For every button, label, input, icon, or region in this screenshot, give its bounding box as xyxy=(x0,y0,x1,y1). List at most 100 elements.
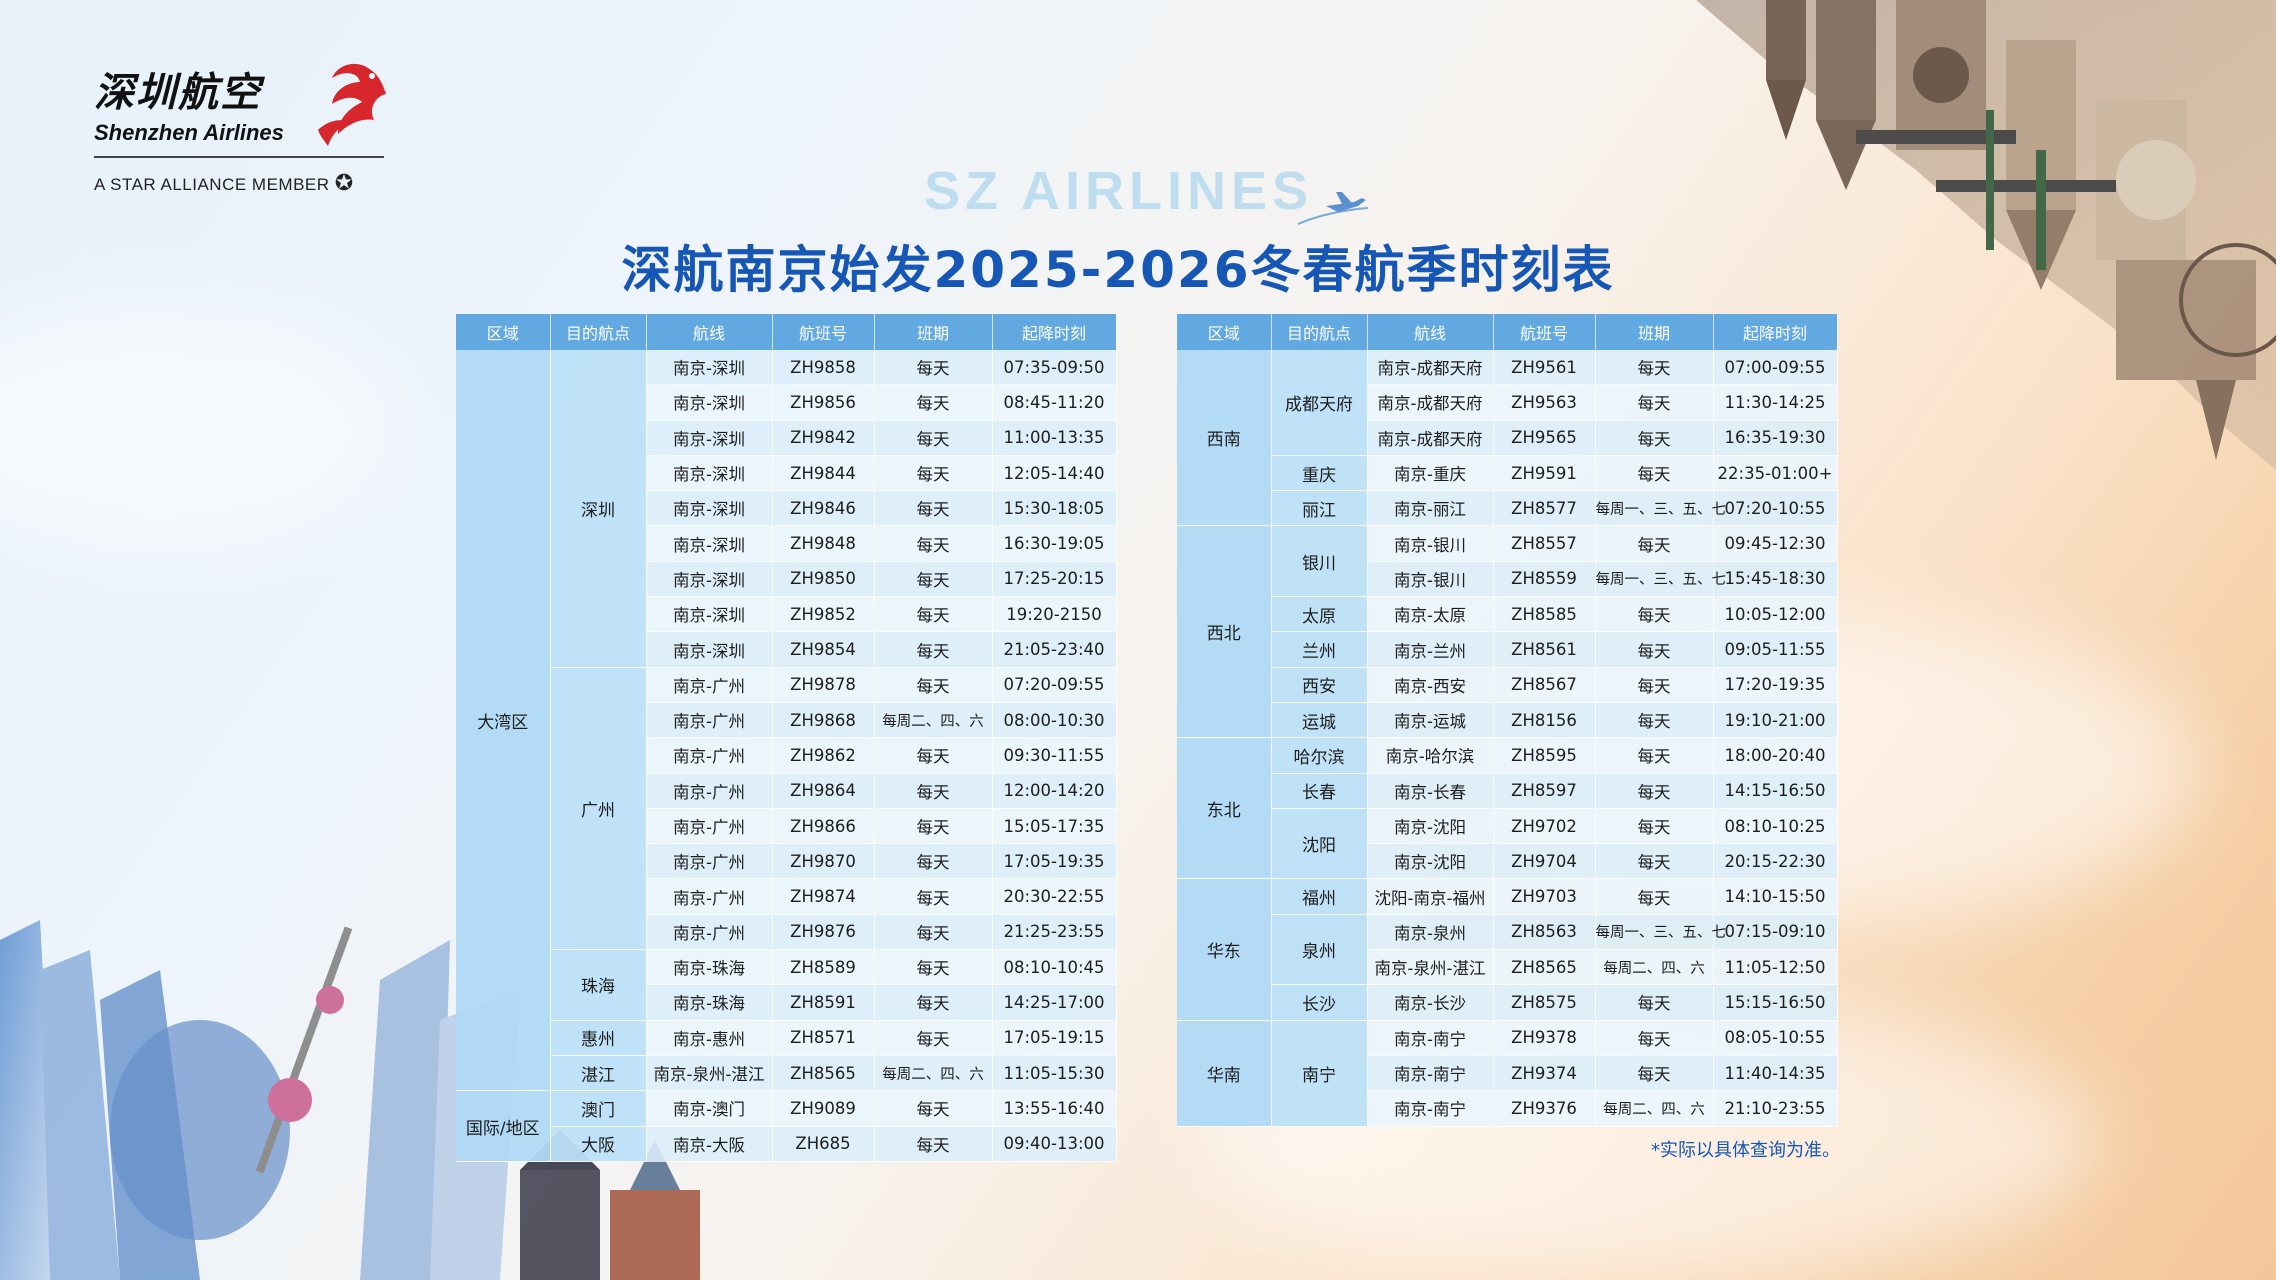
route-cell: 南京-广州 xyxy=(646,773,773,809)
flight-number-cell: ZH9565 xyxy=(1493,420,1596,456)
table-row: 南京-深圳 ZH9850 每天 17:25-20:15 xyxy=(456,561,1117,598)
route-cell: 南京-南宁 xyxy=(1367,1020,1494,1056)
time-cell: 09:30-11:55 xyxy=(992,737,1117,774)
table-row: 重庆 南京-重庆 ZH9591 每天 22:35-01:00+ xyxy=(1177,455,1838,492)
table-row: 南京-成都天府 ZH9563 每天 11:30-14:25 xyxy=(1177,384,1838,421)
destination-cell: 福州 xyxy=(1271,878,1368,915)
route-cell: 南京-泉州-湛江 xyxy=(646,1055,773,1092)
route-cell: 南京-广州 xyxy=(646,808,773,845)
time-cell: 20:30-22:55 xyxy=(992,878,1117,915)
table-row: 南京-银川 ZH8559 每周一、三、五、七 15:45-18:30 xyxy=(1177,561,1838,598)
route-cell: 南京-惠州 xyxy=(646,1020,773,1056)
route-cell: 南京-广州 xyxy=(646,737,773,774)
time-cell: 14:15-16:50 xyxy=(1713,773,1838,809)
time-cell: 11:30-14:25 xyxy=(1713,384,1838,421)
flight-number-cell: ZH8565 xyxy=(772,1055,875,1092)
time-cell: 17:05-19:35 xyxy=(992,843,1117,880)
table-header-row: 区域 目的航点 航线 航班号 班期 起降时刻 xyxy=(456,314,1117,350)
schedule-cell: 每天 xyxy=(874,843,993,880)
time-cell: 08:45-11:20 xyxy=(992,384,1117,421)
time-cell: 11:05-12:50 xyxy=(1713,949,1838,986)
time-cell: 08:05-10:55 xyxy=(1713,1020,1838,1056)
table-row: 广州 南京-广州 ZH9878 每天 07:20-09:55 xyxy=(456,667,1117,951)
destination-cell: 长春 xyxy=(1271,773,1368,809)
route-cell: 南京-重庆 xyxy=(1367,455,1494,492)
time-cell: 16:30-19:05 xyxy=(992,525,1117,562)
schedule-cell: 每天 xyxy=(874,878,993,915)
schedule-cell: 每天 xyxy=(1595,596,1714,633)
table-row: 南京-广州 ZH9868 每周二、四、六 08:00-10:30 xyxy=(456,702,1117,739)
destination-cell: 广州 xyxy=(550,667,647,951)
time-cell: 21:25-23:55 xyxy=(992,914,1117,951)
star-alliance-icon: ✪ xyxy=(334,170,354,195)
table-row: 南京-广州 ZH9866 每天 15:05-17:35 xyxy=(456,808,1117,845)
flight-number-cell: ZH9858 xyxy=(772,350,875,386)
destination-cell: 沈阳 xyxy=(1271,808,1368,880)
schedule-cell: 每天 xyxy=(874,984,993,1021)
header-times: 起降时刻 xyxy=(992,314,1117,350)
logo-divider xyxy=(94,156,384,158)
schedule-cell: 每天 xyxy=(1595,420,1714,456)
flight-number-cell: ZH9854 xyxy=(772,631,875,668)
header-region: 区域 xyxy=(456,314,551,350)
schedule-cell: 每天 xyxy=(1595,1055,1714,1092)
schedule-cell: 每天 xyxy=(874,490,993,527)
destination-cell: 长沙 xyxy=(1271,984,1368,1021)
time-cell: 08:10-10:25 xyxy=(1713,808,1838,845)
time-cell: 17:25-20:15 xyxy=(992,561,1117,598)
table-row: 南京-深圳 ZH9852 每天 19:20-2150 xyxy=(456,596,1117,633)
route-cell: 南京-西安 xyxy=(1367,667,1494,703)
time-cell: 07:20-10:55 xyxy=(1713,490,1838,527)
flight-number-cell: ZH8571 xyxy=(772,1020,875,1056)
table-row: 西南 成都天府 南京-成都天府 ZH9561 每天 07:00-09:55 xyxy=(1177,350,1838,527)
destination-cell: 运城 xyxy=(1271,702,1368,739)
star-alliance-text: A STAR ALLIANCE MEMBER ✪ xyxy=(94,170,354,195)
flight-number-cell: ZH8156 xyxy=(1493,702,1596,739)
route-cell: 南京-长春 xyxy=(1367,773,1494,809)
schedule-cell: 每天 xyxy=(874,420,993,456)
route-cell: 南京-沈阳 xyxy=(1367,843,1494,880)
flight-number-cell: ZH9089 xyxy=(772,1090,875,1127)
schedule-cell: 每天 xyxy=(1595,350,1714,386)
disclaimer-note: *实际以具体查询为准。 xyxy=(1651,1140,1840,1161)
cloud xyxy=(0,300,400,560)
schedule-cell: 每天 xyxy=(1595,773,1714,809)
schedule-cell: 每周二、四、六 xyxy=(1595,1090,1714,1127)
time-cell: 11:05-15:30 xyxy=(992,1055,1117,1092)
flight-number-cell: ZH9374 xyxy=(1493,1055,1596,1092)
destination-cell: 澳门 xyxy=(550,1090,647,1127)
schedule-cell: 每天 xyxy=(1595,384,1714,421)
table-row: 南京-深圳 ZH9846 每天 15:30-18:05 xyxy=(456,490,1117,527)
schedule-cell: 每天 xyxy=(874,914,993,951)
header-route: 航线 xyxy=(646,314,773,350)
schedule-cell: 每天 xyxy=(874,631,993,668)
table-row: 大阪 南京-大阪 ZH685 每天 09:40-13:00 xyxy=(456,1126,1117,1162)
airline-logo: 深圳航空 Shenzhen Airlines A STAR ALLIANCE M… xyxy=(94,60,394,195)
schedule-cell: 每天 xyxy=(1595,525,1714,562)
route-cell: 南京-澳门 xyxy=(646,1090,773,1127)
schedule-table-right: 区域 目的航点 航线 航班号 班期 起降时刻 西南 成都天府 南京-成都天府 ZH9561 每天 0… xyxy=(1177,314,1838,1127)
time-cell: 09:40-13:00 xyxy=(992,1126,1117,1162)
route-cell: 南京-丽江 xyxy=(1367,490,1494,527)
sz-airlines-subtitle: SZ AIRLINES xyxy=(924,161,1314,221)
flight-number-cell: ZH8557 xyxy=(1493,525,1596,562)
time-cell: 22:35-01:00+ xyxy=(1713,455,1838,492)
destination-cell: 重庆 xyxy=(1271,455,1368,492)
route-cell: 南京-广州 xyxy=(646,702,773,739)
flight-number-cell: ZH8561 xyxy=(1493,631,1596,668)
time-cell: 07:35-09:50 xyxy=(992,350,1117,386)
destination-cell: 哈尔滨 xyxy=(1271,737,1368,774)
route-cell: 南京-成都天府 xyxy=(1367,384,1494,421)
flight-number-cell: ZH8575 xyxy=(1493,984,1596,1021)
table-row: 华南 南宁 南京-南宁 ZH9378 每天 08:05-10:55 xyxy=(1177,1020,1838,1127)
route-cell: 南京-深圳 xyxy=(646,420,773,456)
schedule-cell: 每天 xyxy=(874,949,993,986)
schedule-cell: 每天 xyxy=(874,596,993,633)
flight-number-cell: ZH9856 xyxy=(772,384,875,421)
schedule-cell: 每天 xyxy=(1595,1020,1714,1056)
table-row: 大湾区 深圳 南京-深圳 ZH9858 每天 07:35-09:50 xyxy=(456,350,1117,1092)
time-cell: 15:15-16:50 xyxy=(1713,984,1838,1021)
time-cell: 21:05-23:40 xyxy=(992,631,1117,668)
flight-number-cell: ZH8591 xyxy=(772,984,875,1021)
time-cell: 15:30-18:05 xyxy=(992,490,1117,527)
